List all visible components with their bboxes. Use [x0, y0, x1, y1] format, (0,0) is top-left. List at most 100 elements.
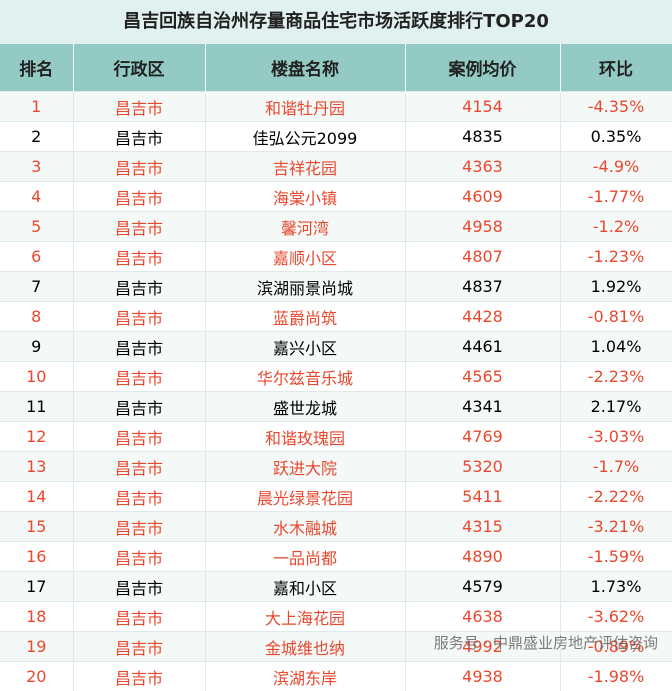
table-cell: 滨湖丽景尚城 [205, 272, 405, 302]
table-cell: 5411 [405, 482, 560, 512]
table-cell: 昌吉市 [73, 302, 205, 332]
table-cell: 1.92% [560, 272, 672, 302]
table-cell: 4769 [405, 422, 560, 452]
table-cell: 6 [0, 242, 73, 272]
title: 昌吉回族自治州存量商品住宅市场活跃度排行TOP20 [0, 0, 672, 44]
table-cell: 大上海花园 [205, 602, 405, 632]
table-cell: -1.98% [560, 662, 672, 691]
table-cell: -1.59% [560, 542, 672, 572]
table-cell: 跃进大院 [205, 452, 405, 482]
table-cell: 4609 [405, 182, 560, 212]
header-row: 排名行政区楼盘名称案例均价环比 [0, 44, 672, 92]
table-cell: 7 [0, 272, 73, 302]
table-cell: 昌吉市 [73, 512, 205, 542]
table-cell: 昌吉市 [73, 542, 205, 572]
table-cell: 海棠小镇 [205, 182, 405, 212]
table-cell: 吉祥花园 [205, 152, 405, 182]
table-cell: 昌吉市 [73, 242, 205, 272]
table-cell: -0.81% [560, 302, 672, 332]
table-cell: 昌吉市 [73, 482, 205, 512]
table-cell: 4938 [405, 662, 560, 691]
table-cell: -3.21% [560, 512, 672, 542]
table-cell: -3.03% [560, 422, 672, 452]
table-cell: 昌吉市 [73, 212, 205, 242]
table-cell: 和谐牡丹园 [205, 92, 405, 122]
table-cell: -4.35% [560, 92, 672, 122]
table-cell: 4341 [405, 392, 560, 422]
table-cell: 昌吉市 [73, 272, 205, 302]
table-cell: 4835 [405, 122, 560, 152]
table-cell: 昌吉市 [73, 452, 205, 482]
table-cell: 2.17% [560, 392, 672, 422]
table-cell: 昌吉市 [73, 152, 205, 182]
table-cell: 4363 [405, 152, 560, 182]
table-cell: 昌吉市 [73, 422, 205, 452]
table-cell: 15 [0, 512, 73, 542]
table-cell: 4807 [405, 242, 560, 272]
table-cell: 嘉和小区 [205, 572, 405, 602]
table-cell: 昌吉市 [73, 92, 205, 122]
table-cell: -2.22% [560, 482, 672, 512]
table-cell: 17 [0, 572, 73, 602]
table-cell: 蓝爵尚筑 [205, 302, 405, 332]
table-cell: 18 [0, 602, 73, 632]
table-cell: 1.73% [560, 572, 672, 602]
table-cell: 昌吉市 [73, 662, 205, 691]
table-cell: 4837 [405, 272, 560, 302]
table-cell: 4638 [405, 602, 560, 632]
table-cell: 昌吉市 [73, 602, 205, 632]
table-cell: 佳弘公元2099 [205, 122, 405, 152]
table-cell: 昌吉市 [73, 362, 205, 392]
table-cell: 2 [0, 122, 73, 152]
column-header: 行政区 [73, 44, 205, 92]
table-cell: 20 [0, 662, 73, 691]
table-cell: 金城维也纳 [205, 632, 405, 662]
table-cell: 滨湖东岸 [205, 662, 405, 691]
table-cell: 4154 [405, 92, 560, 122]
table-cell: 昌吉市 [73, 392, 205, 422]
table-cell: 5320 [405, 452, 560, 482]
table-cell: 4315 [405, 512, 560, 542]
table-cell: 昌吉市 [73, 122, 205, 152]
table-cell: 13 [0, 452, 73, 482]
table-cell: 晨光绿景花园 [205, 482, 405, 512]
table-cell: -1.77% [560, 182, 672, 212]
table-cell: 昌吉市 [73, 572, 205, 602]
table-cell: 华尔兹音乐城 [205, 362, 405, 392]
table-cell: 1 [0, 92, 73, 122]
table-cell: 4565 [405, 362, 560, 392]
column-header: 楼盘名称 [205, 44, 405, 92]
table-cell: 5 [0, 212, 73, 242]
table-cell: -4.9% [560, 152, 672, 182]
table-cell: 14 [0, 482, 73, 512]
table-cell: -1.23% [560, 242, 672, 272]
table-cell: 盛世龙城 [205, 392, 405, 422]
table-cell: 19 [0, 632, 73, 662]
column-header: 环比 [560, 44, 672, 92]
table-cell: 4428 [405, 302, 560, 332]
table-cell: 4958 [405, 212, 560, 242]
table-cell: 昌吉市 [73, 632, 205, 662]
table-cell: 一品尚都 [205, 542, 405, 572]
page: 昌吉回族自治州存量商品住宅市场活跃度排行TOP20 排名行政区楼盘名称案例均价环… [0, 0, 672, 669]
table-cell: 8 [0, 302, 73, 332]
table-cell: 4579 [405, 572, 560, 602]
table-cell: 4461 [405, 332, 560, 362]
column-header: 案例均价 [405, 44, 560, 92]
